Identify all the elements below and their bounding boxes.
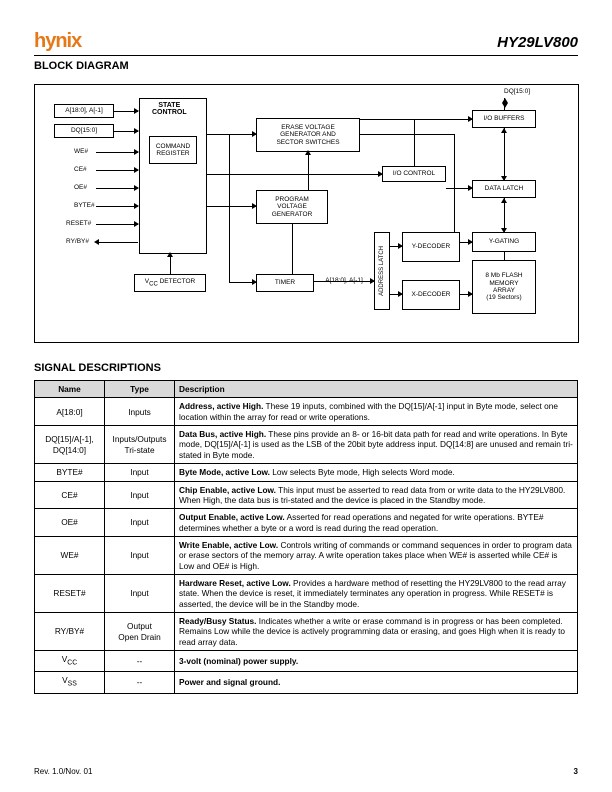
block-diagram: DQ[15:0] A[18:0], A[-1] DQ[15:0] WE# CE#… [34,74,578,354]
a-input-box: A[18:0], A[-1] [54,104,114,118]
erase-generator: ERASE VOLTAGE GENERATOR AND SECTOR SWITC… [256,118,360,152]
vcc-detector: VCC DETECTOR [134,274,206,292]
block-diagram-heading: BLOCK DIAGRAM [34,60,578,72]
col-name: Name [35,381,105,398]
ryby-label: RY/BY# [66,238,89,245]
ce-label: CE# [74,166,87,173]
part-number: HY29LV800 [497,34,578,51]
timer: TIMER [256,274,314,292]
y-gating: Y-GATING [472,232,536,252]
control-outer [139,98,207,254]
data-latch: DATA LATCH [472,180,536,198]
table-row: A[18:0]InputsAddress, active High. These… [35,398,578,426]
address-latch: ADDRESS LATCH [374,232,390,310]
table-row: VCC--3-volt (nominal) power supply. [35,651,578,672]
logo: hynix [34,30,81,53]
col-type: Type [105,381,175,398]
signal-table: Name Type Description A[18:0]InputsAddre… [34,380,578,694]
table-row: RY/BY#OutputOpen DrainReady/Busy Status.… [35,613,578,651]
table-row: BYTE#InputByte Mode, active Low. Low sel… [35,464,578,481]
dq-top-label: DQ[15:0] [504,88,530,95]
signal-desc-heading: SIGNAL DESCRIPTIONS [34,362,578,374]
io-buffers: I/O BUFFERS [472,110,536,128]
memory-array: 8 Mb FLASH MEMORY ARRAY (19 Sectors) [472,260,536,314]
program-generator: PROGRAM VOLTAGE GENERATOR [256,190,328,224]
page-header: hynix HY29LV800 [34,30,578,56]
revision: Rev. 1.0/Nov. 01 [34,767,92,776]
y-decoder: Y-DECODER [402,232,460,262]
we-label: WE# [74,148,88,155]
table-row: DQ[15]/A[-1],DQ[14:0]Inputs/OutputsTri-s… [35,426,578,464]
command-register: COMMAND REGISTER [149,136,197,164]
footer: Rev. 1.0/Nov. 01 3 [34,767,578,776]
col-desc: Description [175,381,578,398]
table-row: WE#InputWrite Enable, active Low. Contro… [35,536,578,574]
table-row: RESET#InputHardware Reset, active Low. P… [35,575,578,613]
x-decoder: X-DECODER [402,280,460,310]
table-row: VSS--Power and signal ground. [35,672,578,693]
state-control-label: STATE CONTROL [152,102,187,116]
dq-input-box: DQ[15:0] [54,124,114,138]
page-number: 3 [574,767,578,776]
oe-label: OE# [74,184,87,191]
table-row: CE#InputChip Enable, active Low. This in… [35,481,578,509]
io-control: I/O CONTROL [382,166,446,182]
byte-label: BYTE# [74,202,95,209]
table-row: OE#InputOutput Enable, active Low. Asser… [35,509,578,537]
reset-label: RESET# [66,220,91,227]
